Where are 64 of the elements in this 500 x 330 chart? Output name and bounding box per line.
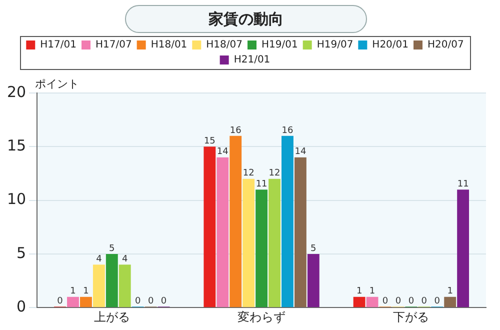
data-label: 15	[204, 136, 216, 146]
y-axis-title: ポイント	[35, 77, 80, 90]
data-label: 12	[268, 168, 280, 179]
bar	[256, 190, 268, 308]
data-label: 16	[282, 126, 294, 136]
bar	[444, 296, 456, 308]
data-label: 5	[109, 244, 115, 254]
bar	[366, 296, 378, 308]
legend-label: H17/07	[95, 40, 132, 51]
bar	[294, 157, 306, 308]
data-label: 0	[382, 296, 388, 306]
data-label: 4	[96, 254, 102, 265]
data-label: 1	[83, 286, 89, 297]
y-tick-label: 15	[6, 136, 26, 155]
bar	[204, 146, 216, 308]
bar	[268, 178, 280, 308]
legend-label: H19/01	[262, 40, 298, 51]
bar	[230, 136, 242, 308]
data-label: 0	[434, 296, 440, 306]
data-label: 0	[160, 296, 167, 306]
data-label: 14	[294, 147, 306, 158]
legend-label: H17/01	[40, 40, 76, 51]
data-label: 0	[408, 296, 414, 306]
y-tick-label: 20	[6, 82, 26, 101]
x-tick-label: 下がる	[393, 310, 430, 324]
bar	[282, 136, 294, 308]
bar	[106, 254, 118, 308]
bar	[67, 296, 79, 308]
bar	[80, 296, 92, 308]
bar	[118, 264, 131, 308]
x-tick-label: 変わらず	[238, 310, 286, 324]
bar	[353, 296, 366, 308]
data-label: 0	[148, 296, 154, 306]
data-label: 1	[356, 286, 362, 297]
legend-label: H18/01	[150, 40, 188, 51]
y-tick-label: 10	[6, 190, 26, 208]
data-label: 16	[230, 126, 242, 136]
y-tick-label: 0	[16, 297, 26, 316]
data-label: 0	[421, 296, 428, 306]
legend-label: H18/07	[206, 40, 243, 51]
data-label: 4	[122, 254, 128, 265]
chart-title: 家賃の動向	[125, 5, 367, 33]
bar	[92, 264, 105, 308]
data-label: 0	[395, 296, 402, 306]
data-label: 11	[457, 179, 469, 190]
data-label: 11	[256, 179, 268, 190]
bar	[307, 254, 320, 308]
legend-label: H19/07	[316, 40, 354, 51]
legend-label: H20/07	[428, 40, 464, 51]
legend-label: H20/01	[372, 40, 409, 51]
data-label: 12	[242, 168, 254, 179]
y-tick-label: 5	[16, 244, 26, 262]
data-label: 14	[216, 147, 229, 158]
legend-label: H21/01	[234, 54, 270, 66]
data-label: 0	[134, 296, 141, 306]
data-label: 1	[70, 286, 76, 297]
data-label: 1	[447, 286, 453, 297]
data-label: 5	[310, 244, 316, 254]
bar	[457, 190, 470, 308]
data-label: 1	[369, 286, 376, 297]
x-tick-label: 上がる	[94, 310, 130, 324]
bar	[242, 178, 255, 308]
bar	[216, 157, 229, 308]
data-label: 0	[57, 296, 64, 306]
